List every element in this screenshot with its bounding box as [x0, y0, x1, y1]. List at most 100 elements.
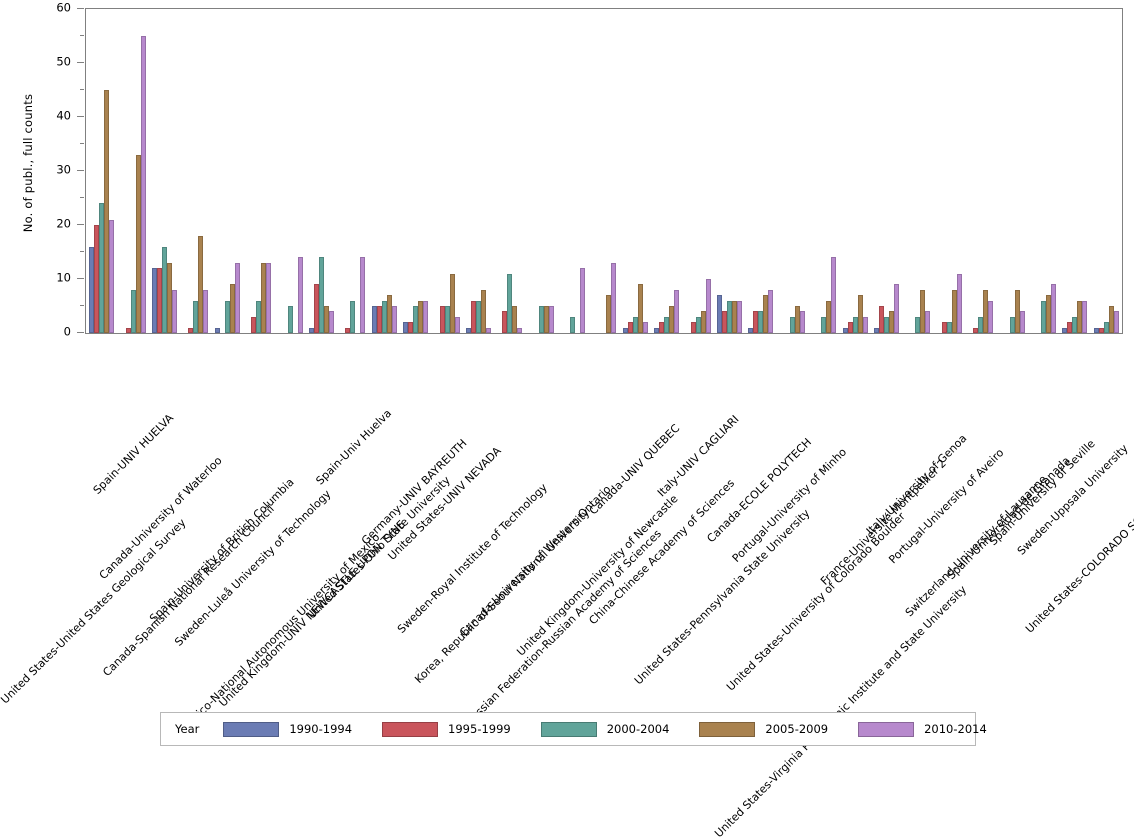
bar	[1019, 311, 1025, 333]
y-tick-label: 30	[56, 162, 71, 177]
bar-group	[369, 9, 400, 333]
bar	[722, 311, 728, 333]
bar	[297, 257, 303, 333]
bar-group	[1091, 9, 1122, 333]
bar	[637, 284, 643, 333]
x-axis-labels: United States-United States Geological S…	[0, 332, 1134, 840]
bar	[188, 327, 194, 333]
bar	[862, 316, 868, 333]
bar	[941, 322, 947, 333]
bar	[821, 316, 827, 333]
bar-group	[526, 9, 557, 333]
bar	[548, 306, 554, 333]
legend-entry[interactable]: 2010-2014	[858, 721, 987, 737]
y-tick-label: 50	[56, 54, 71, 69]
bar-group	[306, 9, 337, 333]
bar	[1051, 284, 1056, 333]
bar-group	[86, 9, 117, 333]
bar	[831, 257, 837, 333]
legend-entry[interactable]: 2000-2004	[540, 721, 669, 737]
bar	[512, 306, 518, 333]
bar	[166, 262, 172, 333]
bar	[894, 284, 900, 333]
bar-group	[777, 9, 808, 333]
bar	[517, 327, 523, 333]
bar	[700, 311, 706, 333]
bar	[915, 316, 921, 333]
legend-entry[interactable]: 1995-1999	[382, 721, 511, 737]
bar-group	[149, 9, 180, 333]
bar	[1103, 322, 1109, 333]
bar	[988, 300, 994, 333]
bar-group	[212, 9, 243, 333]
legend-entry[interactable]: 1990-1994	[223, 721, 353, 737]
bar	[444, 306, 450, 333]
bar	[345, 327, 351, 333]
bar	[418, 300, 424, 333]
y-axis: 0 10 20 30 40 50 60	[0, 0, 85, 340]
bar	[674, 289, 680, 333]
bar	[1041, 300, 1046, 333]
x-axis-label: United States-COLORADO SCH MINES	[1023, 481, 1134, 636]
legend-label: 1990-1994	[289, 722, 353, 736]
bar-group	[651, 9, 682, 333]
bar	[627, 322, 633, 333]
bar	[606, 295, 612, 333]
bar	[449, 273, 455, 333]
y-tick-minor	[80, 35, 84, 36]
bar-group	[180, 9, 211, 333]
bar	[727, 300, 733, 333]
bar	[659, 322, 665, 333]
bar-group	[1059, 9, 1090, 333]
bar	[1009, 316, 1015, 333]
bar	[308, 327, 314, 333]
bar	[570, 316, 576, 333]
bar	[203, 289, 209, 333]
bar	[251, 316, 257, 333]
bar	[140, 36, 146, 333]
bar	[198, 235, 204, 333]
bar	[732, 300, 738, 333]
legend-label: 1995-1999	[448, 722, 511, 736]
bar	[654, 327, 660, 333]
bar	[543, 306, 549, 333]
bar	[507, 273, 513, 333]
bar	[381, 300, 387, 333]
y-tick-major	[77, 278, 84, 279]
bar	[889, 311, 895, 333]
bar	[842, 327, 848, 333]
legend-swatch	[699, 721, 756, 737]
bar-group	[494, 9, 525, 333]
bar	[480, 289, 486, 333]
bar	[485, 327, 491, 333]
bar-group	[996, 9, 1027, 333]
bar	[789, 316, 795, 333]
bar	[502, 311, 508, 333]
bar	[125, 327, 131, 333]
bar	[1062, 327, 1068, 333]
bar	[951, 289, 957, 333]
x-axis-label: United Kingdom-University of Newcastle	[514, 492, 681, 659]
bar	[1072, 316, 1078, 333]
bar	[717, 295, 723, 333]
bar	[439, 306, 445, 333]
bar	[622, 327, 628, 333]
bar	[973, 327, 979, 333]
bar	[857, 295, 863, 333]
bar	[946, 322, 952, 333]
bar	[475, 300, 481, 333]
bar	[287, 306, 293, 333]
bar-group	[620, 9, 651, 333]
y-tick-major	[77, 116, 84, 117]
bar-group	[682, 9, 713, 333]
bar	[234, 262, 240, 333]
y-tick-label: 20	[56, 216, 71, 231]
bar-group	[431, 9, 462, 333]
bar	[580, 268, 586, 333]
bar	[611, 262, 617, 333]
bar	[538, 306, 544, 333]
legend-swatch	[858, 721, 915, 737]
bar	[470, 300, 476, 333]
y-tick-label: 10	[56, 270, 71, 285]
legend-entry[interactable]: 2005-2009	[699, 721, 828, 737]
